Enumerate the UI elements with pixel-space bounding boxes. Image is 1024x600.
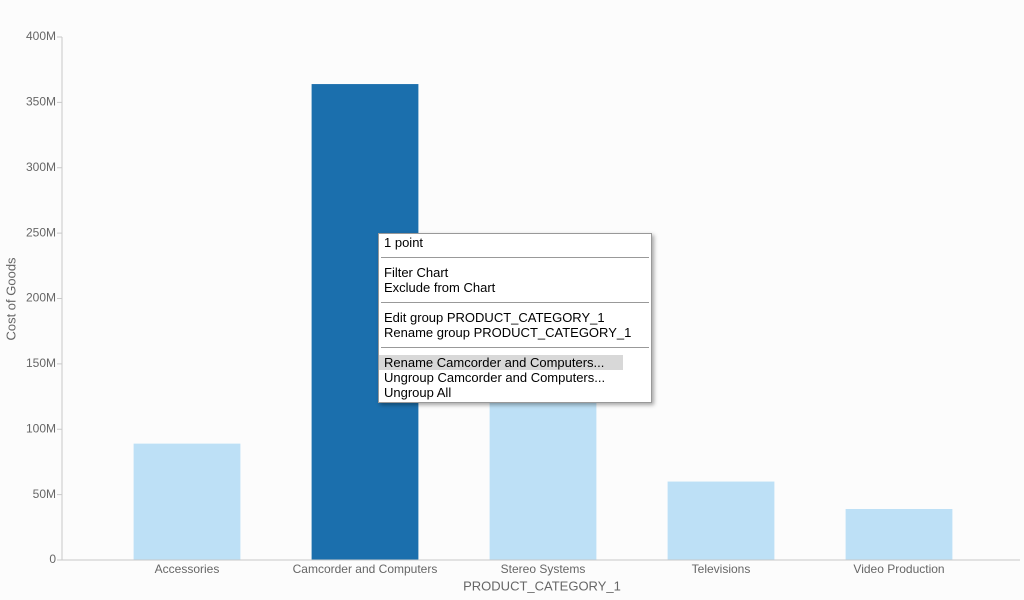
menu-item[interactable]: Rename Camcorder and Computers...: [379, 355, 623, 370]
y-tick-label: 400M: [26, 29, 56, 43]
y-tick-label: 200M: [26, 291, 56, 305]
y-tick-label: 350M: [26, 95, 56, 109]
y-tick-label: 300M: [26, 160, 56, 174]
menu-item[interactable]: Ungroup Camcorder and Computers...: [384, 370, 606, 385]
y-tick-label: 0: [49, 552, 56, 566]
menu-separator: [381, 257, 649, 258]
menu-item[interactable]: Ungroup All: [384, 385, 452, 400]
menu-separator: [381, 302, 649, 303]
context-menu: 1 point Filter Chart Exclude from Chart Edi…: [378, 233, 652, 403]
x-tick-label: Video Production: [853, 562, 944, 576]
menu-group: 1 point: [379, 235, 651, 251]
x-tick-label: Camcorder and Computers: [293, 562, 438, 576]
y-tick-label: 150M: [26, 356, 56, 370]
menu-group: Rename Camcorder and Computers... Ungroup…: [379, 355, 651, 401]
bar: [133, 443, 241, 560]
y-tick-label: 50M: [33, 487, 56, 501]
bar: [667, 481, 775, 560]
x-tick-label: Televisions: [692, 562, 751, 576]
y-axis-title: Cost of Goods: [3, 257, 18, 341]
menu-separator: [381, 347, 649, 348]
menu-item[interactable]: Edit group PRODUCT_CATEGORY_1: [384, 310, 605, 325]
menu-item[interactable]: Exclude from Chart: [384, 280, 496, 295]
menu-group: Edit group PRODUCT_CATEGORY_1 Rename grou…: [379, 310, 651, 341]
y-tick-label: 250M: [26, 225, 56, 239]
menu-item[interactable]: Filter Chart: [384, 265, 449, 280]
menu-group: Filter Chart Exclude from Chart: [379, 265, 651, 296]
y-tick-label: 100M: [26, 421, 56, 435]
menu-item[interactable]: Rename group PRODUCT_CATEGORY_1: [384, 325, 632, 340]
menu-item: 1 point: [384, 235, 424, 250]
bar: [845, 509, 953, 560]
x-axis-title: PRODUCT_CATEGORY_1: [463, 578, 621, 593]
x-tick-label: Accessories: [155, 562, 220, 576]
x-tick-label: Stereo Systems: [501, 562, 586, 576]
